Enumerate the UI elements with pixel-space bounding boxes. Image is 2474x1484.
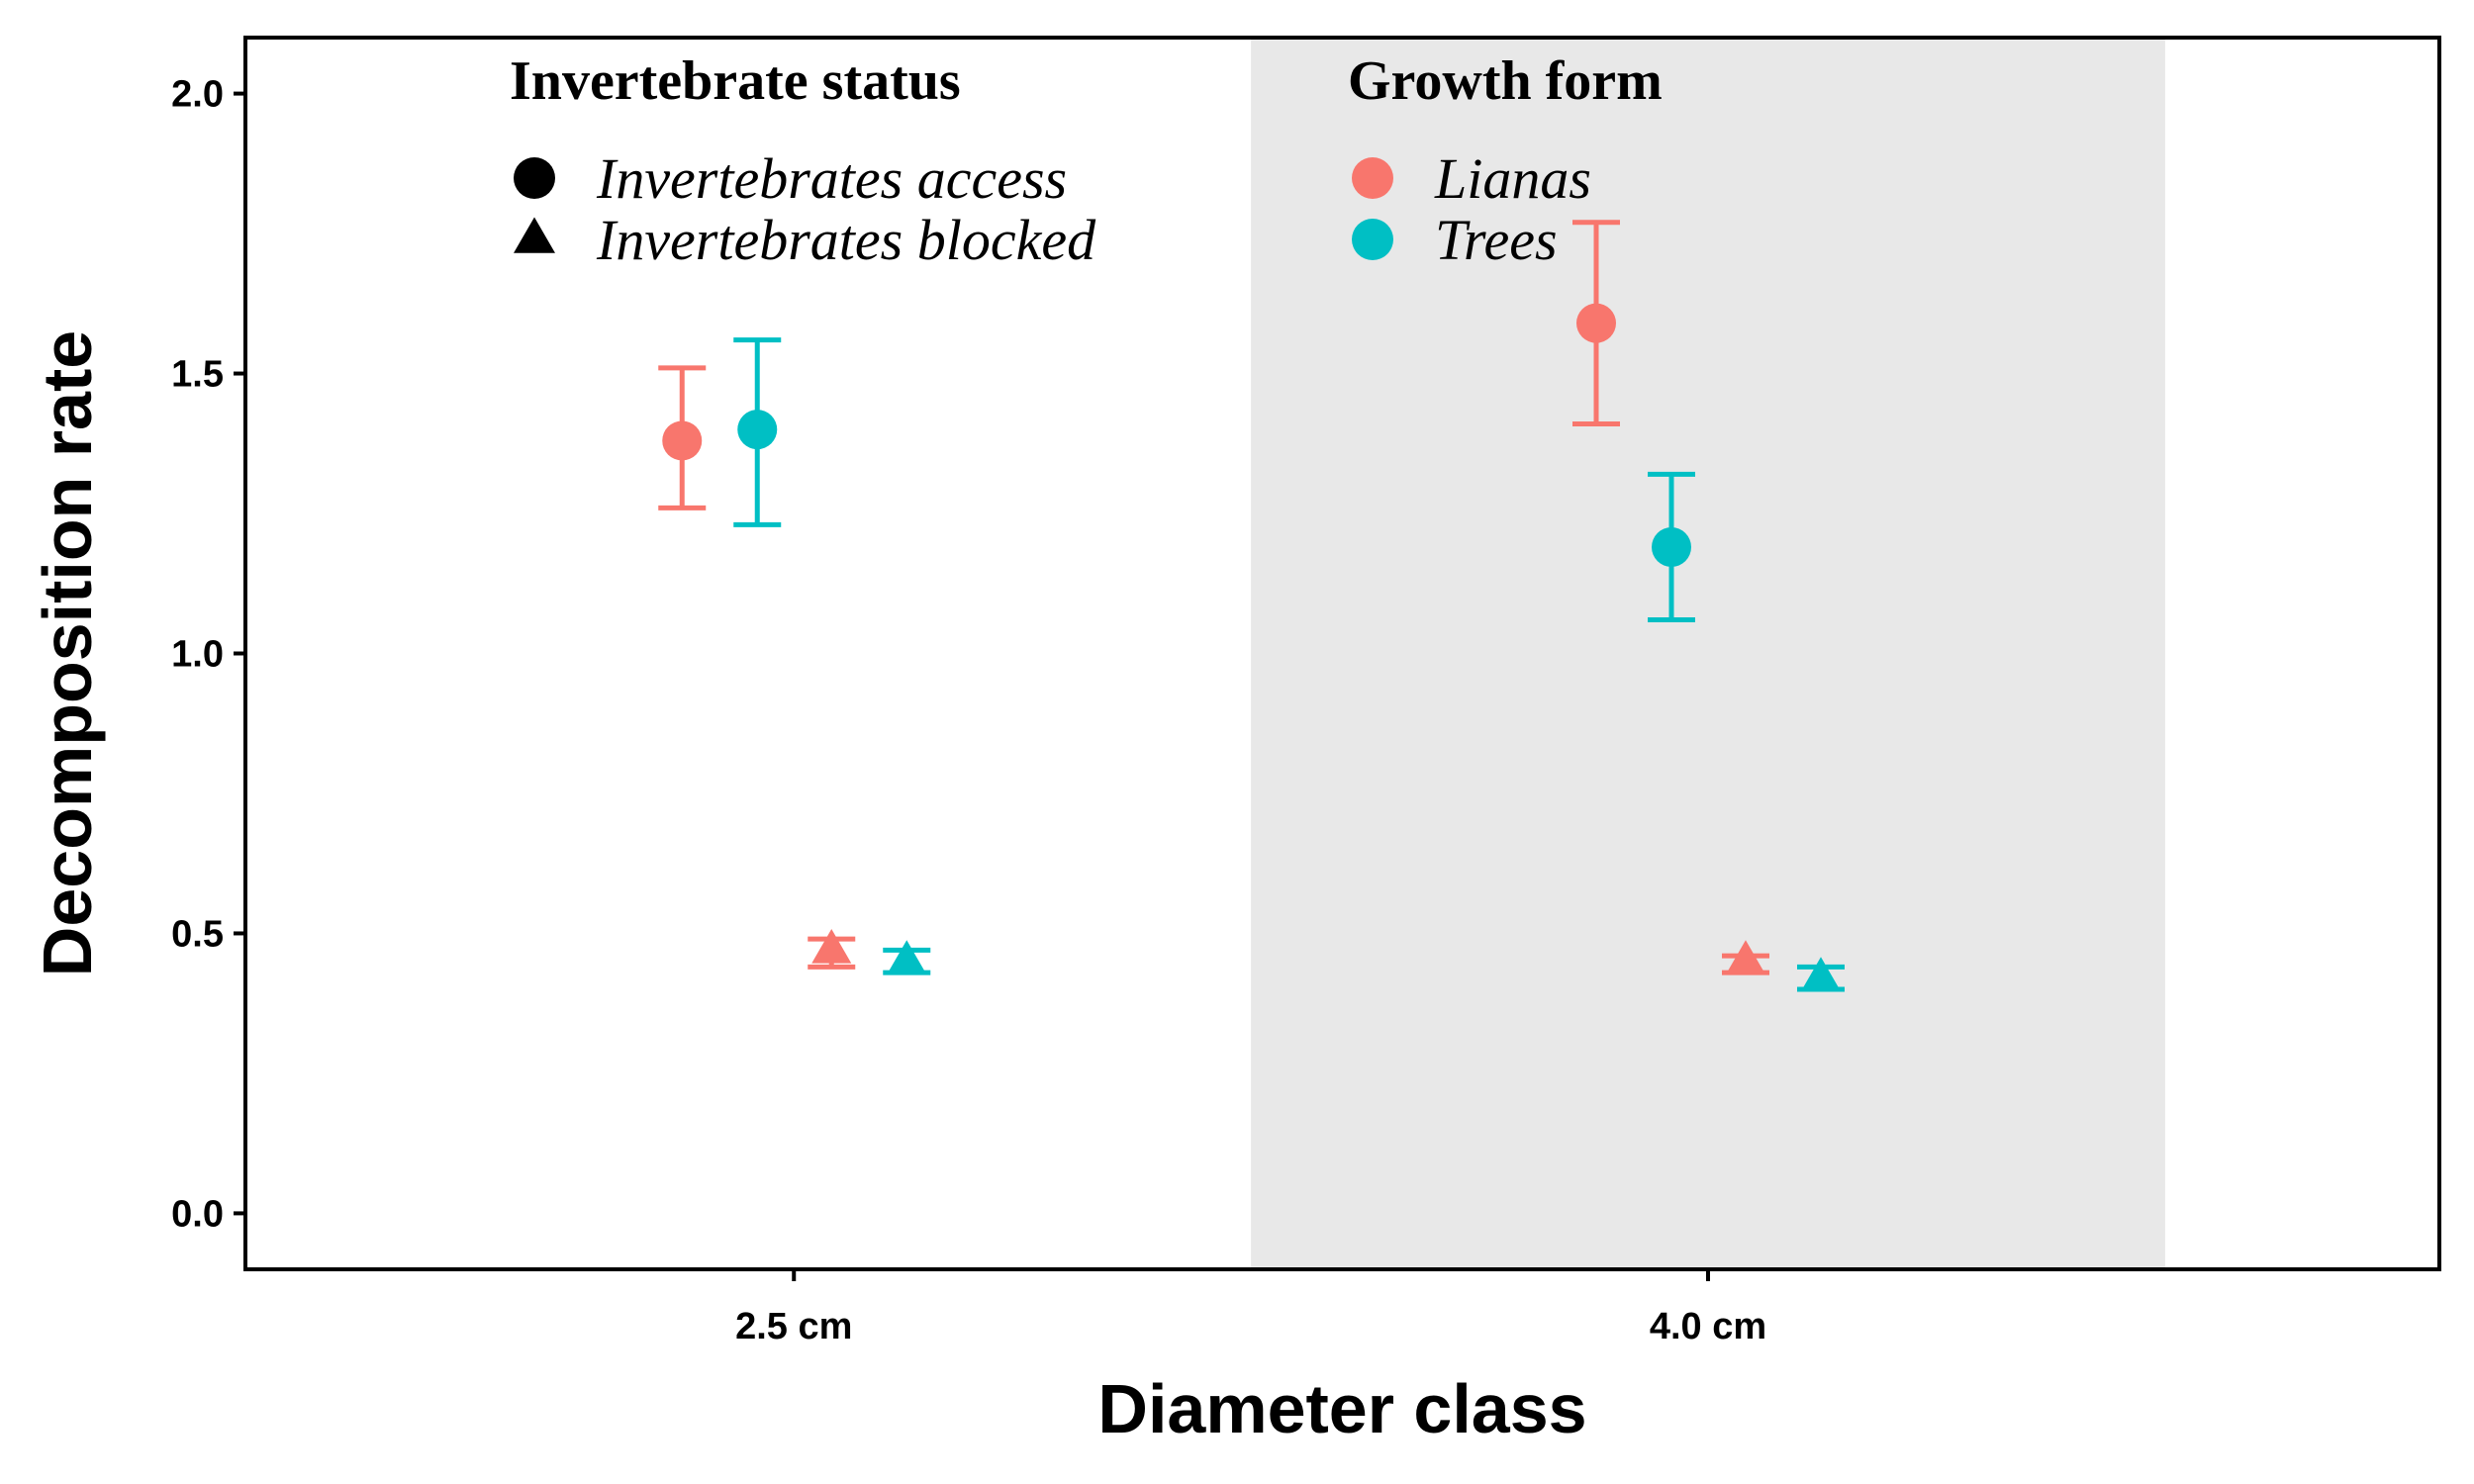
legend-group: Invertebrate status Invertebrates accessI… bbox=[510, 50, 1096, 272]
legend-key bbox=[514, 217, 555, 253]
data-point bbox=[737, 410, 778, 450]
data-point-group bbox=[1572, 220, 1620, 426]
data-marks bbox=[658, 220, 1845, 992]
legend-title: Growth form bbox=[1348, 50, 1663, 112]
data-point-group bbox=[883, 940, 931, 975]
data-point bbox=[1576, 303, 1616, 343]
y-tick-label: 0.0 bbox=[171, 1193, 224, 1235]
shaded-category-band bbox=[1251, 40, 2165, 1267]
data-point bbox=[1652, 526, 1691, 567]
y-tick-label: 2.0 bbox=[171, 74, 224, 116]
y-axis-title: Decomposition rate bbox=[29, 330, 106, 976]
legend-key bbox=[514, 157, 555, 199]
data-point bbox=[662, 420, 703, 461]
legend: Invertebrate status Invertebrates accessI… bbox=[510, 50, 1663, 272]
data-point-group bbox=[658, 365, 707, 510]
x-tick-label: 2.5 cm bbox=[735, 1306, 852, 1347]
legend-label: Invertebrates blocked bbox=[596, 208, 1096, 272]
y-tick-label: 1.0 bbox=[171, 634, 224, 676]
legend-label: Trees bbox=[1435, 208, 1558, 272]
data-point-group bbox=[1648, 471, 1695, 623]
x-axis-title: Diameter class bbox=[1097, 1370, 1586, 1447]
data-point-group bbox=[808, 928, 856, 970]
y-tick-label: 1.5 bbox=[171, 354, 224, 396]
x-tick-label: 4.0 cm bbox=[1650, 1306, 1766, 1347]
data-point-group bbox=[1797, 957, 1845, 992]
legend-key bbox=[1352, 157, 1393, 199]
data-point bbox=[887, 940, 927, 974]
y-axis: 0.0 0.5 1.0 1.5 2.0 bbox=[171, 36, 2441, 1271]
y-tick-label: 0.5 bbox=[171, 913, 224, 955]
legend-label: Invertebrates access bbox=[596, 146, 1067, 211]
x-axis: 2.5 cm 4.0 cm bbox=[735, 1269, 1766, 1347]
data-point bbox=[1801, 957, 1841, 991]
legend-label: Lianas bbox=[1434, 146, 1591, 211]
data-point-group bbox=[733, 337, 782, 527]
data-point bbox=[1726, 940, 1765, 974]
legend-title: Invertebrate status bbox=[510, 50, 961, 112]
legend-key bbox=[1352, 219, 1393, 260]
data-point-group bbox=[1722, 940, 1769, 975]
data-point bbox=[811, 928, 852, 964]
